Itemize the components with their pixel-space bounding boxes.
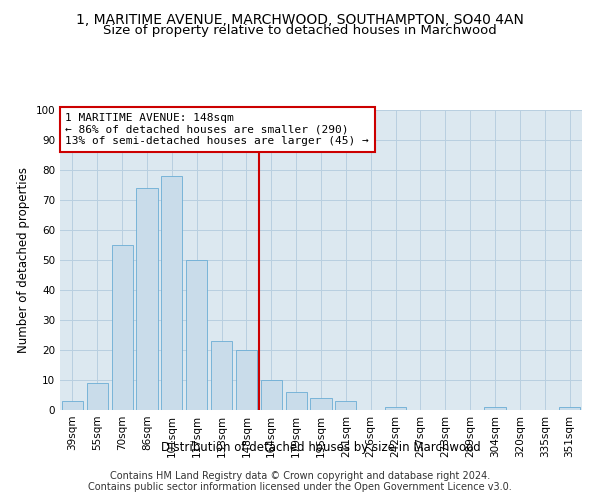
Bar xyxy=(112,245,133,410)
Text: Contains public sector information licensed under the Open Government Licence v3: Contains public sector information licen… xyxy=(88,482,512,492)
Bar xyxy=(136,188,158,410)
Bar xyxy=(559,407,580,410)
Bar xyxy=(161,176,182,410)
Bar xyxy=(385,407,406,410)
Bar xyxy=(87,383,108,410)
Bar xyxy=(484,407,506,410)
Bar xyxy=(211,341,232,410)
Text: 1, MARITIME AVENUE, MARCHWOOD, SOUTHAMPTON, SO40 4AN: 1, MARITIME AVENUE, MARCHWOOD, SOUTHAMPT… xyxy=(76,12,524,26)
Bar xyxy=(286,392,307,410)
Bar xyxy=(62,401,83,410)
Bar xyxy=(335,401,356,410)
Text: Size of property relative to detached houses in Marchwood: Size of property relative to detached ho… xyxy=(103,24,497,37)
Text: 1 MARITIME AVENUE: 148sqm
← 86% of detached houses are smaller (290)
13% of semi: 1 MARITIME AVENUE: 148sqm ← 86% of detac… xyxy=(65,113,369,146)
Bar xyxy=(310,398,332,410)
Y-axis label: Number of detached properties: Number of detached properties xyxy=(17,167,30,353)
Text: Distribution of detached houses by size in Marchwood: Distribution of detached houses by size … xyxy=(161,441,481,454)
Text: Contains HM Land Registry data © Crown copyright and database right 2024.: Contains HM Land Registry data © Crown c… xyxy=(110,471,490,481)
Bar xyxy=(261,380,282,410)
Bar xyxy=(186,260,207,410)
Bar xyxy=(236,350,257,410)
